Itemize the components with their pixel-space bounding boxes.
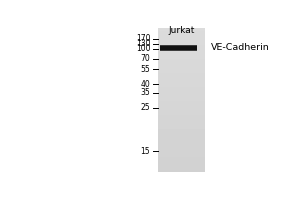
Text: 35: 35 bbox=[140, 88, 150, 97]
Text: 100: 100 bbox=[136, 44, 150, 53]
Text: 70: 70 bbox=[140, 54, 150, 63]
Text: 25: 25 bbox=[141, 103, 150, 112]
Text: 170: 170 bbox=[136, 34, 150, 43]
Text: 55: 55 bbox=[140, 65, 150, 74]
Text: 15: 15 bbox=[141, 147, 150, 156]
Text: Jurkat: Jurkat bbox=[169, 26, 195, 35]
Text: VE-Cadherin: VE-Cadherin bbox=[211, 43, 269, 52]
Text: 40: 40 bbox=[140, 80, 150, 89]
Text: 130: 130 bbox=[136, 39, 150, 48]
